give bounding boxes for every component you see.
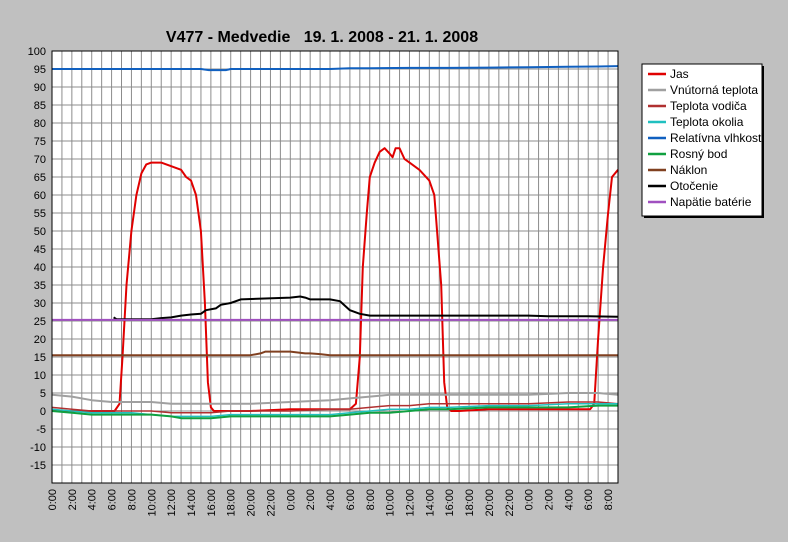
y-tick-label: 70: [34, 154, 46, 166]
x-tick-label: 8:00: [126, 489, 138, 510]
legend-entry: Teplota vodiča: [670, 99, 747, 113]
series-line-8: [113, 295, 619, 321]
x-tick-label: 8:00: [365, 489, 377, 510]
y-tick-label: 50: [34, 226, 46, 238]
x-tick-label: 10:00: [146, 489, 158, 517]
legend: Jas Vnútorná teplota Teplota vodiča Teplota…: [641, 63, 764, 218]
x-tick-label: 12:00: [166, 489, 178, 517]
legend-entry: Napätie batérie: [670, 195, 752, 209]
x-tick-label: 4:00: [325, 489, 337, 510]
y-tick-label: 80: [34, 118, 46, 130]
legend-entry: Teplota okolia: [670, 115, 744, 129]
x-tick-label: 2:00: [67, 489, 79, 510]
y-tick-label: 15: [34, 352, 46, 364]
legend-entry: Otočenie: [670, 179, 718, 193]
series-line-3: [51, 401, 619, 414]
y-tick-label: 60: [34, 190, 46, 202]
x-tick-label: 0:00: [285, 489, 297, 510]
y-tick-label: 65: [34, 172, 46, 184]
x-tick-label: 10:00: [385, 489, 397, 517]
x-tick-label: 0:00: [524, 489, 536, 510]
x-tick-label: 2:00: [543, 489, 555, 510]
y-tick-label: -5: [36, 424, 46, 436]
series-line-6: [51, 404, 618, 420]
series-line-2: [51, 392, 619, 405]
x-tick-label: 14:00: [186, 489, 198, 517]
plot-border: [51, 50, 619, 484]
y-tick-label: 75: [34, 136, 46, 148]
x-tick-label: 12:00: [404, 489, 416, 517]
series-line-1: [52, 147, 619, 412]
x-tick-label: 6:00: [583, 489, 595, 510]
x-tick-label: 16:00: [206, 489, 218, 517]
x-tick-label: 20:00: [484, 489, 496, 517]
y-tick-label: 20: [34, 334, 46, 346]
y-tick-label: 0: [40, 406, 46, 418]
y-tick-label: 85: [34, 100, 46, 112]
x-tick-label: 22:00: [265, 489, 277, 517]
x-tick-label: 4:00: [563, 489, 575, 510]
series-line-5: [52, 65, 619, 72]
x-tick-label: 6:00: [107, 489, 119, 510]
series-line-7: [52, 350, 618, 357]
x-tick-label: 8:00: [603, 489, 615, 510]
legend-entry: Vnútorná teplota: [670, 83, 758, 97]
y-tick-label: 90: [34, 82, 46, 94]
x-tick-label: 18:00: [464, 489, 476, 517]
y-tick-label: 95: [34, 64, 46, 76]
legend-entry: Rosný bod: [670, 147, 727, 161]
y-tick-label: 5: [40, 388, 46, 400]
x-tick-label: 6:00: [345, 489, 357, 510]
y-tick-label: 35: [34, 280, 46, 292]
y-tick-label: -10: [30, 442, 46, 454]
x-tick-label: 16:00: [444, 489, 456, 517]
plot-area: 1009590858075706560555045403530252015105…: [28, 46, 619, 517]
x-tick-label: 14:00: [424, 489, 436, 517]
chart-title: V477 - Medvedie 19. 1. 2008 - 21. 1. 200…: [166, 29, 478, 46]
y-tick-label: 10: [34, 370, 46, 382]
legend-entry: Náklon: [670, 163, 707, 177]
legend-entry: Relatívna vlhkosť: [670, 131, 763, 145]
y-tick-label: 30: [34, 298, 46, 310]
y-tick-label: 25: [34, 316, 46, 328]
x-tick-label: 20:00: [246, 489, 258, 517]
y-tick-label: 45: [34, 244, 46, 256]
y-tick-label: 40: [34, 262, 46, 274]
y-tick-label: -15: [30, 460, 46, 472]
x-tick-label: 22:00: [504, 489, 516, 517]
x-tick-label: 0:00: [47, 489, 59, 510]
series-line-4: [51, 403, 618, 418]
x-tick-label: 18:00: [226, 489, 238, 517]
y-tick-label: 100: [28, 46, 46, 58]
x-tick-label: 2:00: [305, 489, 317, 510]
x-tick-label: 4:00: [87, 489, 99, 510]
legend-entry: Jas: [670, 67, 689, 81]
y-tick-label: 55: [34, 208, 46, 220]
